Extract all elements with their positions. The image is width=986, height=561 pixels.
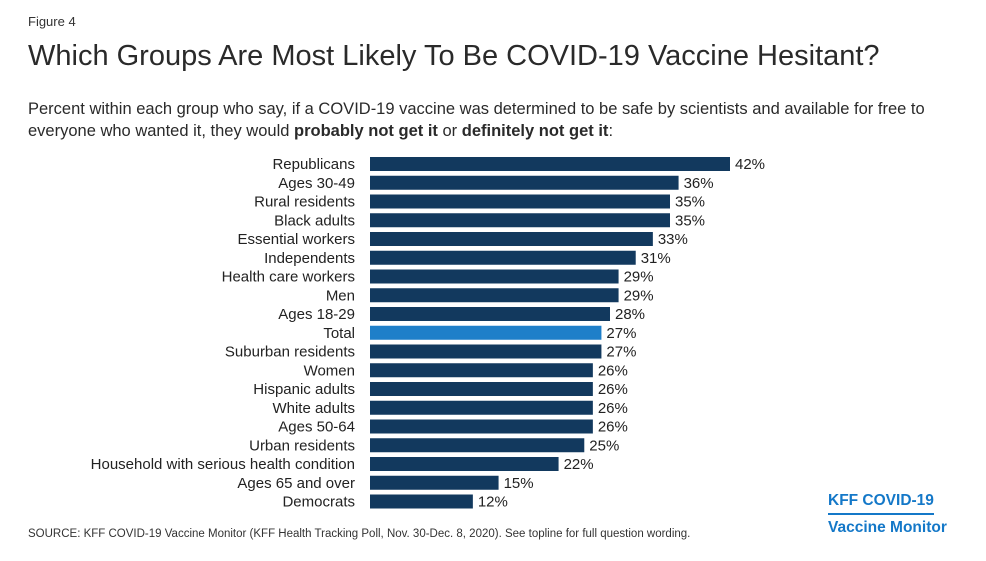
bar-total [370, 325, 602, 340]
bar-women [370, 363, 593, 378]
bar-men [370, 288, 619, 303]
category-label-women: Women [304, 362, 355, 379]
value-label-hispanic-adults: 26% [598, 381, 628, 398]
category-label-health-care-workers: Health care workers [222, 269, 355, 286]
bar-essential-workers [370, 232, 653, 246]
source-note: SOURCE: KFF COVID-19 Vaccine Monitor (KF… [28, 528, 691, 540]
bar-household-with-serious-health-condition [370, 457, 559, 471]
category-label-household-with-serious-health-condition: Household with serious health condition [91, 456, 355, 473]
value-label-household-with-serious-health-condition: 22% [564, 456, 594, 473]
value-label-white-adults: 26% [598, 400, 628, 417]
category-label-white-adults: White adults [272, 400, 355, 417]
bar-ages-30-49 [370, 175, 679, 190]
category-label-black-adults: Black adults [274, 212, 355, 229]
bar-urban-residents [370, 438, 585, 453]
category-label-ages-18-29: Ages 18-29 [278, 306, 355, 323]
category-label-ages-50-64: Ages 50-64 [278, 419, 355, 436]
value-label-suburban-residents: 27% [606, 344, 636, 361]
value-label-ages-50-64: 26% [598, 419, 628, 436]
bar-republicans [370, 157, 730, 171]
value-label-democrats: 12% [478, 494, 508, 511]
bar-democrats [370, 494, 473, 509]
category-label-urban-residents: Urban residents [249, 437, 355, 454]
value-label-rural-residents: 35% [675, 194, 705, 211]
category-label-men: Men [326, 287, 355, 304]
brand-line-2: Vaccine Monitor [828, 519, 947, 536]
value-label-republicans: 42% [735, 156, 765, 173]
value-label-health-care-workers: 29% [624, 269, 654, 286]
value-label-black-adults: 35% [675, 212, 705, 229]
bar-ages-50-64 [370, 419, 593, 434]
bar-ages-18-29 [370, 307, 610, 321]
chart-title: Which Groups Are Most Likely To Be COVID… [28, 40, 880, 72]
bar-rural-residents [370, 194, 670, 209]
subtitle-bold-2: definitely not get it [461, 122, 609, 140]
category-label-total: Total [323, 325, 355, 342]
category-label-ages-65-and-over: Ages 65 and over [237, 475, 355, 492]
value-label-independents: 31% [641, 250, 671, 267]
value-label-essential-workers: 33% [658, 231, 688, 248]
bar-suburban-residents [370, 344, 602, 359]
category-label-republicans: Republicans [272, 156, 355, 173]
brand-logo: KFF COVID-19 Vaccine Monitor [828, 491, 947, 537]
value-label-ages-18-29: 28% [615, 306, 645, 323]
chart-subtitle: Percent within each group who say, if a … [28, 98, 958, 142]
category-label-democrats: Democrats [282, 494, 355, 511]
bar-hispanic-adults [370, 382, 593, 396]
value-label-women: 26% [598, 362, 628, 379]
category-label-independents: Independents [264, 250, 355, 267]
figure-label: Figure 4 [28, 14, 76, 29]
brand-line-1: KFF COVID-19 [828, 491, 934, 515]
value-label-men: 29% [624, 287, 654, 304]
category-label-rural-residents: Rural residents [254, 194, 355, 211]
category-label-hispanic-adults: Hispanic adults [253, 381, 355, 398]
subtitle-middle: or [437, 122, 462, 140]
bar-white-adults [370, 400, 593, 415]
value-label-ages-65-and-over: 15% [504, 475, 534, 492]
value-label-urban-residents: 25% [589, 437, 619, 454]
bar-independents [370, 250, 636, 265]
bar-black-adults [370, 213, 670, 228]
category-label-ages-30-49: Ages 30-49 [278, 175, 355, 192]
value-label-ages-30-49: 36% [684, 175, 714, 192]
subtitle-suffix: : [608, 122, 614, 140]
subtitle-bold-1: probably not get it [294, 122, 438, 140]
category-label-suburban-residents: Suburban residents [225, 344, 355, 361]
subtitle-prefix: Percent within each group who say, if a … [28, 100, 925, 140]
value-label-total: 27% [606, 325, 636, 342]
bar-ages-65-and-over [370, 475, 499, 490]
bar-health-care-workers [370, 269, 619, 284]
category-label-essential-workers: Essential workers [237, 231, 355, 248]
